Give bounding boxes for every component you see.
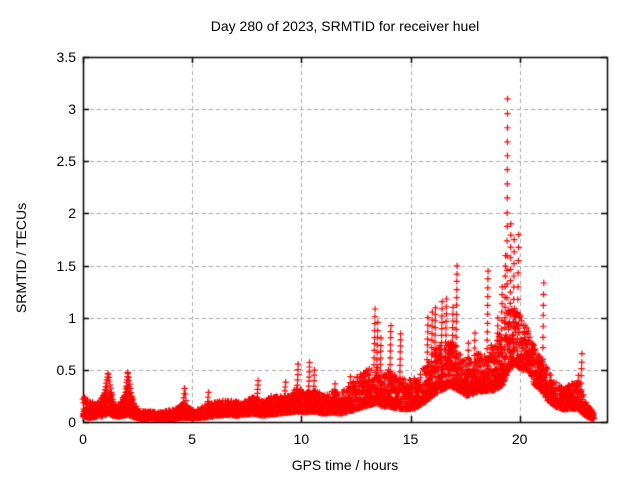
y-tick-label: 3 (68, 101, 76, 118)
y-tick-label: 1 (68, 309, 76, 326)
y-tick-label: 0 (68, 414, 76, 430)
y-tick-label: 3.5 (56, 49, 76, 65)
y-tick-label: 0.5 (56, 361, 76, 378)
x-tick-label: 10 (293, 431, 310, 447)
y-tick-label: 2.5 (56, 153, 76, 170)
x-axis-label: GPS time / hours (291, 457, 399, 473)
y-tick-label: 1.5 (56, 257, 76, 274)
x-tick-label: 20 (511, 431, 528, 447)
x-tick-label: 5 (188, 431, 197, 447)
x-tick-label: 15 (402, 431, 419, 447)
x-tick-label: 0 (79, 431, 87, 447)
chart-title: Day 280 of 2023, SRMTID for receiver hue… (210, 18, 480, 34)
y-tick-label: 2 (68, 205, 76, 222)
